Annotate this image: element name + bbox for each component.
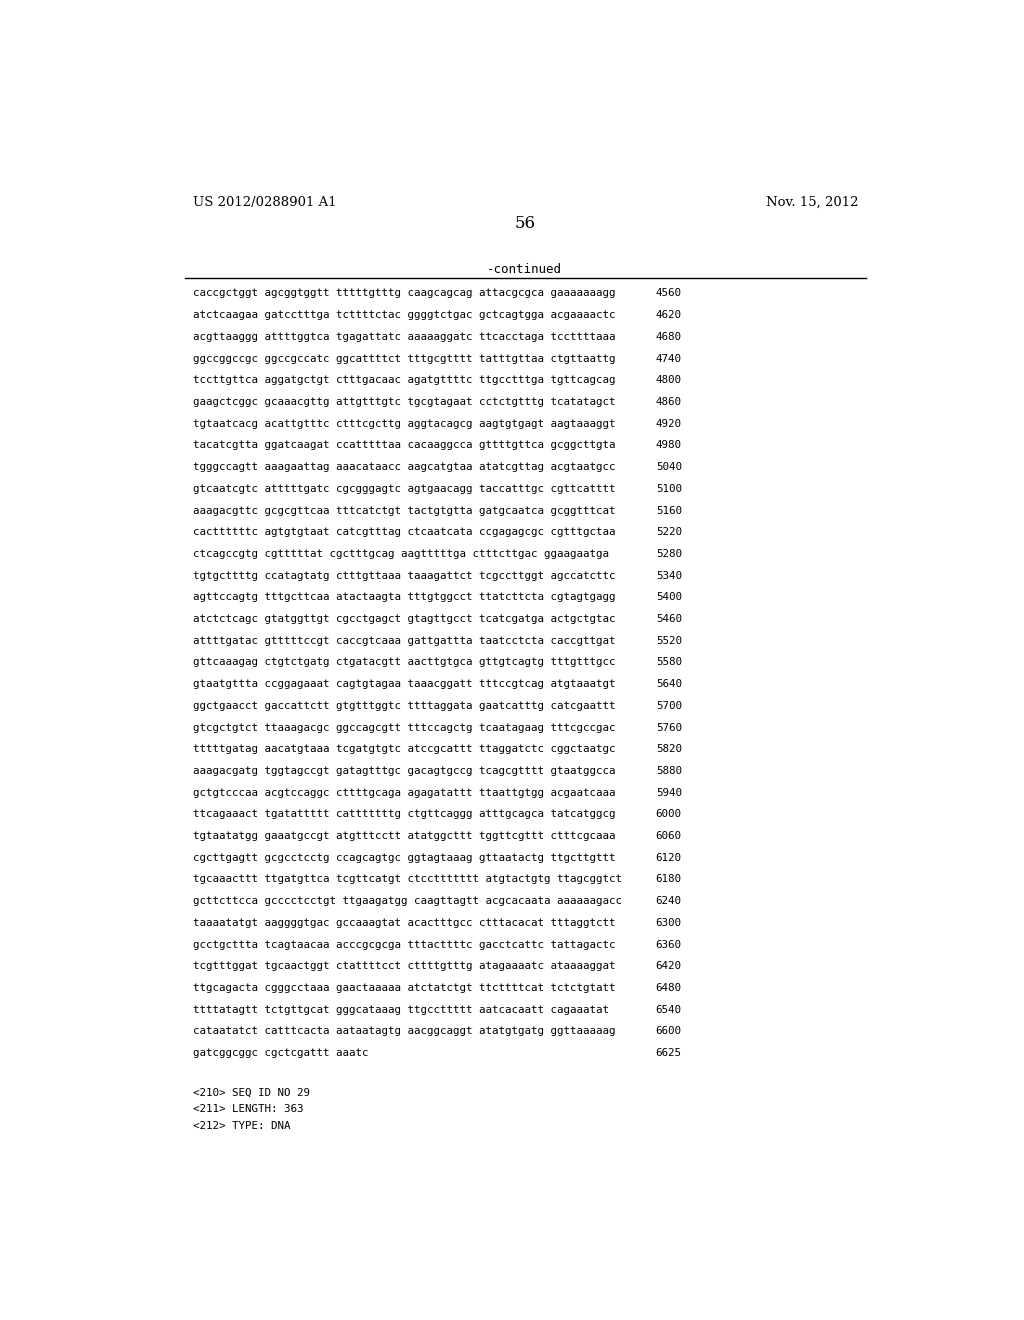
Text: gtaatgttta ccggagaaat cagtgtagaa taaacggatt tttccgtcag atgtaaatgt: gtaatgttta ccggagaaat cagtgtagaa taaacgg… [194,678,615,689]
Text: gtcaatcgtc atttttgatc cgcgggagtc agtgaacagg taccatttgc cgttcatttt: gtcaatcgtc atttttgatc cgcgggagtc agtgaac… [194,484,615,494]
Text: 4800: 4800 [655,375,682,385]
Text: 6060: 6060 [655,832,682,841]
Text: tcgtttggat tgcaactggt ctattttcct cttttgtttg atagaaaatc ataaaaggat: tcgtttggat tgcaactggt ctattttcct cttttgt… [194,961,615,972]
Text: aaagacgttc gcgcgttcaa tttcatctgt tactgtgtta gatgcaatca gcggtttcat: aaagacgttc gcgcgttcaa tttcatctgt tactgtg… [194,506,615,516]
Text: ttcagaaact tgatattttt catttttttg ctgttcaggg atttgcagca tatcatggcg: ttcagaaact tgatattttt catttttttg ctgttca… [194,809,615,820]
Text: 5880: 5880 [655,766,682,776]
Text: tacatcgtta ggatcaagat ccatttttaa cacaaggcca gttttgttca gcggcttgta: tacatcgtta ggatcaagat ccatttttaa cacaagg… [194,441,615,450]
Text: cataatatct catttcacta aataatagtg aacggcaggt atatgtgatg ggttaaaaag: cataatatct catttcacta aataatagtg aacggca… [194,1027,615,1036]
Text: tgcaaacttt ttgatgttca tcgttcatgt ctccttttttt atgtactgtg ttagcggtct: tgcaaacttt ttgatgttca tcgttcatgt ctccttt… [194,874,622,884]
Text: 6480: 6480 [655,983,682,993]
Text: ggctgaacct gaccattctt gtgtttggtc ttttaggata gaatcatttg catcgaattt: ggctgaacct gaccattctt gtgtttggtc ttttagg… [194,701,615,710]
Text: tgtaatcacg acattgtttc ctttcgcttg aggtacagcg aagtgtgagt aagtaaaggt: tgtaatcacg acattgtttc ctttcgcttg aggtaca… [194,418,615,429]
Text: tgtaatatgg gaaatgccgt atgtttcctt atatggcttt tggttcgttt ctttcgcaaa: tgtaatatgg gaaatgccgt atgtttcctt atatggc… [194,832,615,841]
Text: tccttgttca aggatgctgt ctttgacaac agatgttttc ttgcctttga tgttcagcag: tccttgttca aggatgctgt ctttgacaac agatgtt… [194,375,615,385]
Text: 4740: 4740 [655,354,682,363]
Text: gttcaaagag ctgtctgatg ctgatacgtt aacttgtgca gttgtcagtg tttgtttgcc: gttcaaagag ctgtctgatg ctgatacgtt aacttgt… [194,657,615,668]
Text: 4560: 4560 [655,289,682,298]
Text: tgggccagtt aaagaattag aaacataacc aagcatgtaa atatcgttag acgtaatgcc: tgggccagtt aaagaattag aaacataacc aagcatg… [194,462,615,473]
Text: 4860: 4860 [655,397,682,407]
Text: gctgtcccaa acgtccaggc cttttgcaga agagatattt ttaattgtgg acgaatcaaa: gctgtcccaa acgtccaggc cttttgcaga agagata… [194,788,615,797]
Text: 4920: 4920 [655,418,682,429]
Text: cacttttttc agtgtgtaat catcgtttag ctcaatcata ccgagagcgc cgtttgctaa: cacttttttc agtgtgtaat catcgtttag ctcaatc… [194,527,615,537]
Text: 4620: 4620 [655,310,682,321]
Text: 6300: 6300 [655,917,682,928]
Text: -continued: -continued [487,263,562,276]
Text: 6240: 6240 [655,896,682,906]
Text: 5460: 5460 [655,614,682,624]
Text: 5580: 5580 [655,657,682,668]
Text: 6120: 6120 [655,853,682,863]
Text: 6420: 6420 [655,961,682,972]
Text: gtcgctgtct ttaaagacgc ggccagcgtt tttccagctg tcaatagaag tttcgccgac: gtcgctgtct ttaaagacgc ggccagcgtt tttccag… [194,722,615,733]
Text: 6600: 6600 [655,1027,682,1036]
Text: ggccggccgc ggccgccatc ggcattttct tttgcgtttt tatttgttaa ctgttaattg: ggccggccgc ggccgccatc ggcattttct tttgcgt… [194,354,615,363]
Text: Nov. 15, 2012: Nov. 15, 2012 [766,195,858,209]
Text: 5700: 5700 [655,701,682,710]
Text: 56: 56 [514,215,536,232]
Text: gcctgcttta tcagtaacaa acccgcgcga tttacttttc gacctcattc tattagactc: gcctgcttta tcagtaacaa acccgcgcga tttactt… [194,940,615,949]
Text: 6360: 6360 [655,940,682,949]
Text: 5100: 5100 [655,484,682,494]
Text: <212> TYPE: DNA: <212> TYPE: DNA [194,1121,291,1130]
Text: aaagacgatg tggtagccgt gatagtttgc gacagtgccg tcagcgtttt gtaatggcca: aaagacgatg tggtagccgt gatagtttgc gacagtg… [194,766,615,776]
Text: agttccagtg tttgcttcaa atactaagta tttgtggcct ttatcttcta cgtagtgagg: agttccagtg tttgcttcaa atactaagta tttgtgg… [194,593,615,602]
Text: 5220: 5220 [655,527,682,537]
Text: US 2012/0288901 A1: US 2012/0288901 A1 [194,195,337,209]
Text: 5400: 5400 [655,593,682,602]
Text: 5640: 5640 [655,678,682,689]
Text: <211> LENGTH: 363: <211> LENGTH: 363 [194,1105,303,1114]
Text: <210> SEQ ID NO 29: <210> SEQ ID NO 29 [194,1088,310,1098]
Text: 5520: 5520 [655,636,682,645]
Text: 5160: 5160 [655,506,682,516]
Text: gatcggcggc cgctcgattt aaatc: gatcggcggc cgctcgattt aaatc [194,1048,369,1059]
Text: gaagctcggc gcaaacgttg attgtttgtc tgcgtagaat cctctgtttg tcatatagct: gaagctcggc gcaaacgttg attgtttgtc tgcgtag… [194,397,615,407]
Text: ctcagccgtg cgtttttat cgctttgcag aagtttttga ctttcttgac ggaagaatga: ctcagccgtg cgtttttat cgctttgcag aagttttt… [194,549,609,558]
Text: 6180: 6180 [655,874,682,884]
Text: atctctcagc gtatggttgt cgcctgagct gtagttgcct tcatcgatga actgctgtac: atctctcagc gtatggttgt cgcctgagct gtagttg… [194,614,615,624]
Text: atctcaagaa gatcctttga tcttttctac ggggtctgac gctcagtgga acgaaaactc: atctcaagaa gatcctttga tcttttctac ggggtct… [194,310,615,321]
Text: 5040: 5040 [655,462,682,473]
Text: cgcttgagtt gcgcctcctg ccagcagtgc ggtagtaaag gttaatactg ttgcttgttt: cgcttgagtt gcgcctcctg ccagcagtgc ggtagta… [194,853,615,863]
Text: acgttaaggg attttggtca tgagattatc aaaaaggatc ttcacctaga tccttttaaa: acgttaaggg attttggtca tgagattatc aaaaagg… [194,331,615,342]
Text: 6000: 6000 [655,809,682,820]
Text: 5940: 5940 [655,788,682,797]
Text: 5760: 5760 [655,722,682,733]
Text: ttttatagtt tctgttgcat gggcataaag ttgccttttt aatcacaatt cagaaatat: ttttatagtt tctgttgcat gggcataaag ttgcctt… [194,1005,609,1015]
Text: attttgatac gtttttccgt caccgtcaaa gattgattta taatcctcta caccgttgat: attttgatac gtttttccgt caccgtcaaa gattgat… [194,636,615,645]
Text: 5280: 5280 [655,549,682,558]
Text: 6540: 6540 [655,1005,682,1015]
Text: 4980: 4980 [655,441,682,450]
Text: tttttgatag aacatgtaaa tcgatgtgtc atccgcattt ttaggatctc cggctaatgc: tttttgatag aacatgtaaa tcgatgtgtc atccgca… [194,744,615,754]
Text: taaaatatgt aaggggtgac gccaaagtat acactttgcc ctttacacat tttaggtctt: taaaatatgt aaggggtgac gccaaagtat acacttt… [194,917,615,928]
Text: 6625: 6625 [655,1048,682,1059]
Text: tgtgcttttg ccatagtatg ctttgttaaa taaagattct tcgccttggt agccatcttc: tgtgcttttg ccatagtatg ctttgttaaa taaagat… [194,570,615,581]
Text: ttgcagacta cgggcctaaa gaactaaaaa atctatctgt ttcttttcat tctctgtatt: ttgcagacta cgggcctaaa gaactaaaaa atctatc… [194,983,615,993]
Text: gcttcttcca gcccctcctgt ttgaagatgg caagttagtt acgcacaata aaaaaagacc: gcttcttcca gcccctcctgt ttgaagatgg caagtt… [194,896,622,906]
Text: caccgctggt agcggtggtt tttttgtttg caagcagcag attacgcgca gaaaaaaagg: caccgctggt agcggtggtt tttttgtttg caagcag… [194,289,615,298]
Text: 5820: 5820 [655,744,682,754]
Text: 4680: 4680 [655,331,682,342]
Text: 5340: 5340 [655,570,682,581]
